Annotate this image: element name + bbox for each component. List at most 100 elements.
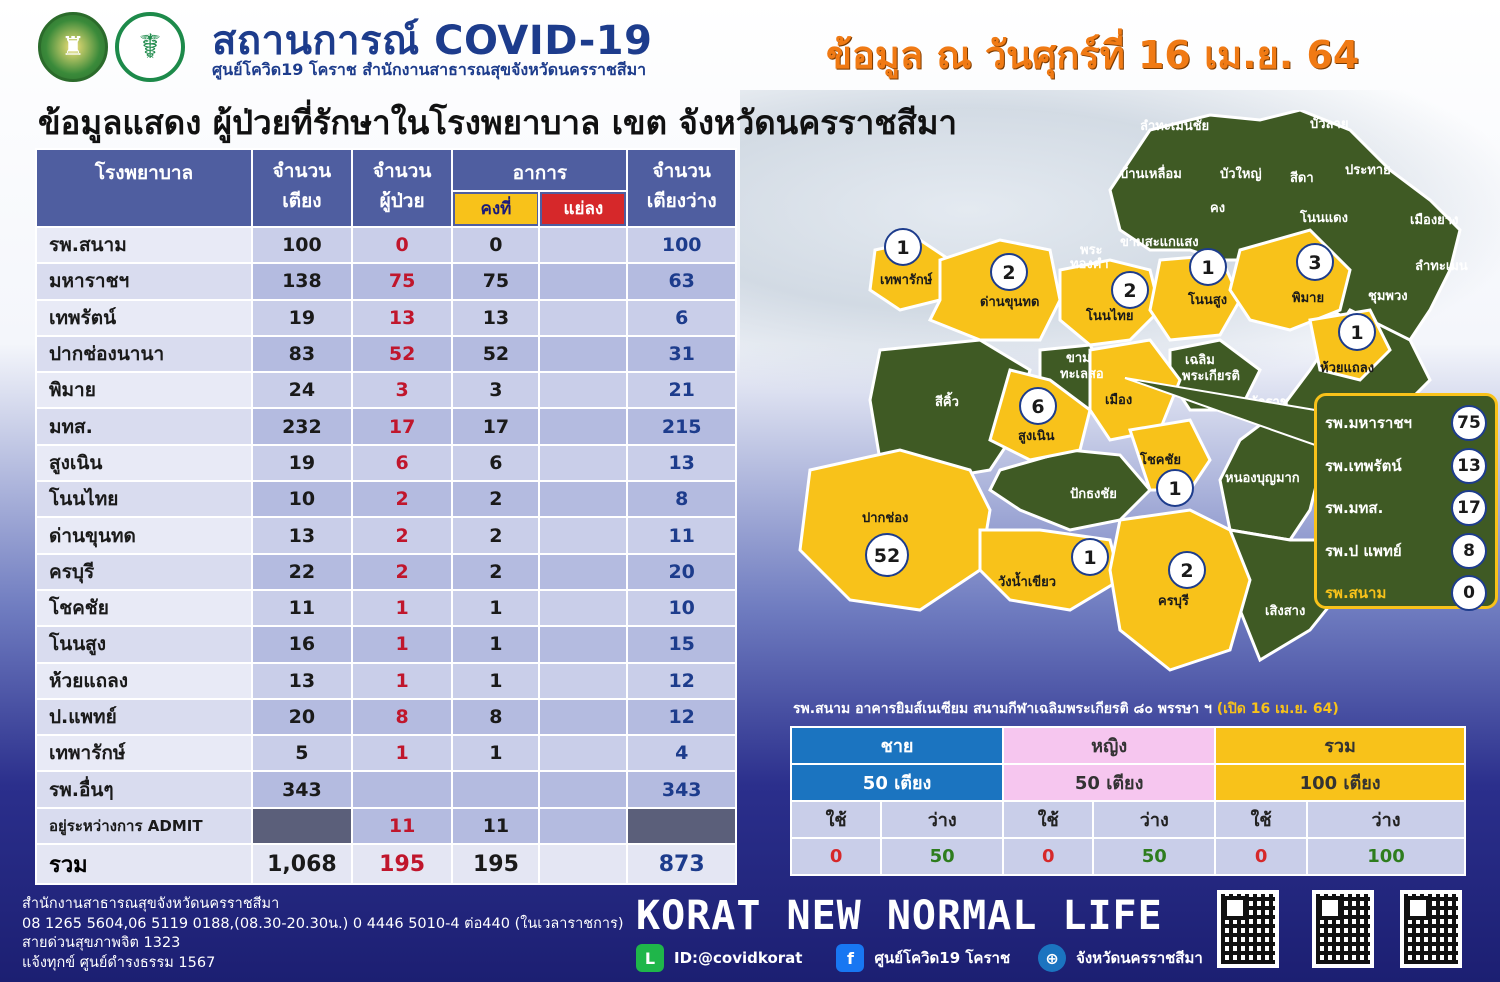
free-bed-count: 12: [626, 661, 737, 700]
admit-label: อยู่ระหว่างการ ADMIT: [34, 806, 254, 846]
fh-male-free: 50: [880, 837, 1005, 876]
stable-count: 2: [451, 480, 541, 519]
map-label-d12: ขาม: [1066, 351, 1091, 366]
free-bed-count: 8: [626, 480, 737, 519]
bed-count: 10: [251, 480, 353, 519]
fh-total-beds: 100 เตียง: [1214, 763, 1466, 802]
table-row: ห้วยแถลง 13 1 1 12: [34, 661, 737, 700]
fh-total: รวม: [1214, 726, 1466, 765]
fh-total-free-label: ว่าง: [1305, 800, 1467, 839]
callout-value: 17: [1451, 490, 1487, 527]
bed-count: 13: [251, 661, 353, 700]
admit-row: อยู่ระหว่างการ ADMIT 11 11: [34, 806, 737, 846]
table-row: รพ.อื่นๆ 343 343: [34, 770, 737, 809]
district-label: โนนสูง: [1187, 291, 1227, 308]
patient-count: 2: [350, 480, 454, 519]
callout-label: รพ.ป แพทย์: [1325, 541, 1402, 560]
website-name[interactable]: จังหวัดนครราชสีมา: [1076, 949, 1203, 967]
case-bubble: [1168, 551, 1206, 589]
case-bubble: [1338, 313, 1376, 351]
case-bubble-value: 6: [1031, 396, 1044, 418]
col-stable: คงที่: [454, 194, 537, 224]
facebook-page[interactable]: ศูนย์โควิด19 โคราช: [874, 949, 1011, 967]
callout-value: 75: [1451, 405, 1487, 442]
line-id[interactable]: ID:@covidkorat: [674, 949, 803, 967]
total-row: รวม 1,068 195 195 873: [34, 843, 737, 886]
case-bubble-value: 2: [1180, 560, 1193, 582]
fh-female: หญิง: [1002, 726, 1217, 765]
fh-female-free: 50: [1092, 837, 1217, 876]
table-row: รพ.สนาม 100 0 0 100: [34, 225, 737, 265]
district-label: โชคชัย: [1139, 451, 1181, 468]
qr-code-icon[interactable]: [1312, 890, 1374, 968]
free-bed-count: 13: [626, 443, 737, 483]
patient-count: 75: [350, 262, 454, 301]
qr-code-icon[interactable]: [1217, 890, 1279, 968]
callout-row: รพ.เทพรัตน์ 13: [1325, 445, 1487, 488]
table-row: ป.แพทย์ 20 8 8 12: [34, 697, 737, 737]
table-row: พิมาย 24 3 3 21: [34, 371, 737, 410]
worse-count: [538, 588, 629, 628]
map-label-d12b: ทะเลสอ: [1060, 367, 1104, 382]
stable-count: 2: [451, 552, 541, 591]
total-label: รวม: [34, 843, 254, 886]
facebook-icon[interactable]: f: [836, 944, 865, 972]
fh-female-used-label: ใช้: [1002, 800, 1095, 839]
stable-count: 1: [451, 734, 541, 773]
ministry-public-health-icon: ☤: [115, 12, 185, 82]
fh-male-used-label: ใช้: [789, 800, 883, 839]
worse-count: [538, 298, 629, 337]
map-district-sikhio: [868, 338, 1032, 482]
globe-icon[interactable]: ⊕: [1038, 944, 1067, 972]
patient-count: 1: [350, 588, 454, 628]
worse-count: [538, 661, 629, 700]
map-label-d4: ประทาย: [1345, 163, 1391, 178]
worse-count: [538, 443, 629, 483]
table-row: ด่านขุนทด 13 2 2 11: [34, 516, 737, 555]
case-bubble: [990, 253, 1028, 291]
section-title: ข้อมูลแสดง ผู้ป่วยที่รักษาในโรงพยาบาล เข…: [38, 103, 958, 142]
qr-code-icon[interactable]: [1400, 890, 1462, 968]
case-bubble-value: 1: [1168, 478, 1181, 500]
district-map: ลำทะเมนชัย บัวลาย บ้านเหลื่อม บัวใหญ่ สี…: [798, 110, 1468, 672]
map-label-top2: บัวลาย: [1310, 117, 1348, 132]
district-label: ปากช่อง: [862, 511, 908, 526]
bed-count: 343: [251, 770, 353, 809]
bed-count: 19: [251, 298, 353, 337]
worse-count: [538, 480, 629, 519]
bed-count: 100: [251, 225, 353, 265]
line-icon[interactable]: L: [636, 944, 664, 972]
case-bubble-value: 1: [1201, 257, 1214, 279]
worse-count: [538, 516, 629, 555]
col-symptoms: อาการ: [451, 148, 629, 192]
admit-stable: 11: [451, 806, 541, 846]
fh-female-used: 0: [1002, 837, 1095, 876]
district-label: พิมาย: [1292, 291, 1324, 306]
total-worse: [538, 843, 629, 886]
table-row: โนนสูง 16 1 1 15: [34, 625, 737, 664]
callout-label: รพ.เทพรัตน์: [1325, 456, 1402, 475]
stable-count: 1: [451, 661, 541, 700]
footer-line4: แจ้งทุกข์ ศูนย์ดำรงธรรม 1567: [22, 954, 216, 971]
free-bed-count: 11: [626, 516, 737, 555]
admit-patients: 11: [350, 806, 454, 846]
map-label-d9: พระ: [1080, 243, 1103, 258]
map-label-d9b: ทองคำ: [1070, 256, 1109, 272]
stable-count: 52: [451, 334, 541, 374]
map-label-d18: ปักธงชัย: [1070, 487, 1117, 502]
patient-count: 1: [350, 625, 454, 664]
hospital-name: โนนไทย: [34, 480, 254, 519]
hospital-table: โรงพยาบาล จำนวน เตียง จำนวน ผู้ป่วย อากา…: [34, 148, 737, 886]
case-bubble: [1189, 248, 1227, 286]
hospital-name: รพ.อื่นๆ: [34, 770, 254, 809]
patient-count: 8: [350, 697, 454, 737]
social-links: L ID:@covidkorat f ศูนย์โควิด19 โคราช ⊕ …: [636, 944, 1203, 972]
hospital-name: มหาราชฯ: [34, 262, 254, 301]
map-label-d11: ชุมพวง: [1368, 289, 1408, 304]
table-row: มทส. 232 17 17 215: [34, 407, 737, 446]
total-patients: 195: [350, 843, 454, 886]
stable-count: 8: [451, 697, 541, 737]
hospital-name: พิมาย: [34, 371, 254, 410]
callout-value: 8: [1451, 532, 1487, 569]
case-bubble: [1296, 243, 1334, 281]
